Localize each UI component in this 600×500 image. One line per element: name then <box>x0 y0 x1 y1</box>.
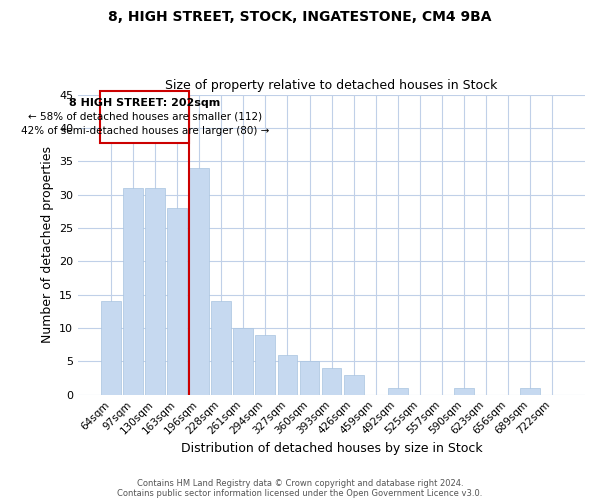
Text: Contains public sector information licensed under the Open Government Licence v3: Contains public sector information licen… <box>118 488 482 498</box>
Title: Size of property relative to detached houses in Stock: Size of property relative to detached ho… <box>166 79 498 92</box>
Bar <box>123 188 143 394</box>
X-axis label: Distribution of detached houses by size in Stock: Distribution of detached houses by size … <box>181 442 482 455</box>
Bar <box>454 388 474 394</box>
Text: Contains HM Land Registry data © Crown copyright and database right 2024.: Contains HM Land Registry data © Crown c… <box>137 478 463 488</box>
Text: 8 HIGH STREET: 202sqm: 8 HIGH STREET: 202sqm <box>69 98 220 108</box>
Bar <box>167 208 187 394</box>
Bar <box>256 334 275 394</box>
Bar <box>145 188 165 394</box>
Bar <box>278 354 298 395</box>
Bar <box>388 388 407 394</box>
Bar <box>322 368 341 394</box>
Bar <box>101 302 121 394</box>
Bar <box>299 362 319 394</box>
Y-axis label: Number of detached properties: Number of detached properties <box>41 146 53 343</box>
Text: ← 58% of detached houses are smaller (112): ← 58% of detached houses are smaller (11… <box>28 112 262 122</box>
FancyBboxPatch shape <box>100 91 190 142</box>
Text: 8, HIGH STREET, STOCK, INGATESTONE, CM4 9BA: 8, HIGH STREET, STOCK, INGATESTONE, CM4 … <box>108 10 492 24</box>
Bar <box>233 328 253 394</box>
Bar <box>344 374 364 394</box>
Text: 42% of semi-detached houses are larger (80) →: 42% of semi-detached houses are larger (… <box>20 126 269 136</box>
Bar <box>520 388 540 394</box>
Bar <box>190 168 209 394</box>
Bar <box>211 302 231 394</box>
